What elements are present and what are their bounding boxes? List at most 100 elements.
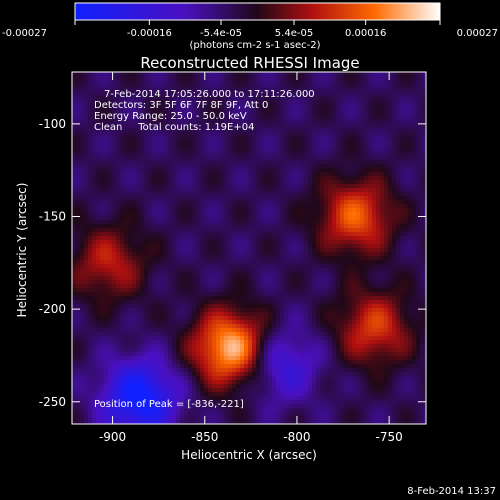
heatmap-cell (132, 372, 136, 376)
heatmap-cell (156, 304, 160, 308)
heatmap-cell (200, 420, 204, 424)
heatmap-cell (148, 292, 152, 296)
heatmap-cell (196, 136, 200, 140)
heatmap-cell (236, 168, 240, 172)
heatmap-cell (128, 172, 132, 176)
heatmap-cell (184, 140, 188, 144)
heatmap-cell (188, 272, 192, 276)
heatmap-cell (204, 368, 208, 372)
heatmap-cell (244, 328, 248, 332)
heatmap-cell (288, 216, 292, 220)
heatmap-cell (88, 240, 92, 244)
heatmap-cell (296, 168, 300, 172)
heatmap-cell (104, 360, 108, 364)
heatmap-cell (152, 156, 156, 160)
heatmap-cell (188, 132, 192, 136)
heatmap-cell (252, 92, 256, 96)
heatmap-cell (180, 148, 184, 152)
heatmap-cell (112, 304, 116, 308)
heatmap-cell (144, 384, 148, 388)
heatmap-cell (132, 136, 136, 140)
heatmap-cell (184, 96, 188, 100)
heatmap-cell (276, 416, 280, 420)
heatmap-cell (148, 88, 152, 92)
heatmap-cell (100, 112, 104, 116)
heatmap-cell (164, 308, 168, 312)
heatmap-cell (92, 260, 96, 264)
heatmap-cell (276, 284, 280, 288)
heatmap-cell (104, 196, 108, 200)
heatmap-cell (184, 168, 188, 172)
heatmap-cell (112, 228, 116, 232)
heatmap-cell (140, 240, 144, 244)
heatmap-cell (248, 144, 252, 148)
heatmap-cell (220, 116, 224, 120)
heatmap-cell (192, 80, 196, 84)
heatmap-cell (292, 228, 296, 232)
heatmap-cell (72, 152, 76, 156)
heatmap-cell (172, 404, 176, 408)
heatmap-cell (140, 80, 144, 84)
heatmap-cell (292, 192, 296, 196)
heatmap-cell (144, 176, 148, 180)
heatmap-cell (116, 300, 120, 304)
heatmap-cell (220, 264, 224, 268)
heatmap-cell (108, 204, 112, 208)
heatmap-cell (132, 292, 136, 296)
heatmap-cell (260, 124, 264, 128)
heatmap-cell (192, 228, 196, 232)
heatmap-cell (108, 208, 112, 212)
heatmap-cell (116, 104, 120, 108)
heatmap-cell (224, 316, 228, 320)
heatmap-cell (260, 112, 264, 116)
heatmap-cell (92, 312, 96, 316)
heatmap-cell (240, 168, 244, 172)
heatmap-cell (228, 408, 232, 412)
heatmap-cell (100, 420, 104, 424)
heatmap-cell (276, 276, 280, 280)
heatmap-cell (164, 232, 168, 236)
heatmap-cell (220, 292, 224, 296)
heatmap-cell (292, 408, 296, 412)
heatmap-cell (124, 364, 128, 368)
heatmap-cell (120, 336, 124, 340)
heatmap-cell (132, 368, 136, 372)
heatmap-cell (104, 388, 108, 392)
heatmap-cell (156, 168, 160, 172)
heatmap-cell (140, 120, 144, 124)
heatmap-cell (284, 88, 288, 92)
heatmap-cell (264, 332, 268, 336)
heatmap-cell (132, 320, 136, 324)
heatmap-cell (232, 396, 236, 400)
heatmap-cell (168, 364, 172, 368)
heatmap-cell (296, 276, 300, 280)
heatmap-cell (236, 304, 240, 308)
heatmap-cell (84, 116, 88, 120)
heatmap-cell (292, 292, 296, 296)
heatmap-cell (72, 340, 76, 344)
heatmap-cell (108, 384, 112, 388)
heatmap-cell (160, 284, 164, 288)
heatmap-cell (288, 224, 292, 228)
heatmap-cell (188, 364, 192, 368)
heatmap-cell (228, 84, 232, 88)
heatmap-cell (280, 392, 284, 396)
heatmap-cell (160, 344, 164, 348)
heatmap-cell (236, 276, 240, 280)
heatmap-cell (280, 384, 284, 388)
heatmap-cell (228, 224, 232, 228)
heatmap-cell (204, 256, 208, 260)
heatmap-cell (140, 168, 144, 172)
heatmap-cell (260, 280, 264, 284)
heatmap-cell (272, 108, 276, 112)
heatmap-cell (276, 372, 280, 376)
heatmap-cell (284, 248, 288, 252)
heatmap-cell (216, 120, 220, 124)
heatmap-cell (244, 72, 248, 76)
heatmap-cell (272, 396, 276, 400)
heatmap-cell (156, 144, 160, 148)
heatmap-cell (152, 300, 156, 304)
heatmap-cell (256, 412, 260, 416)
heatmap-cell (236, 188, 240, 192)
heatmap-cell (112, 344, 116, 348)
